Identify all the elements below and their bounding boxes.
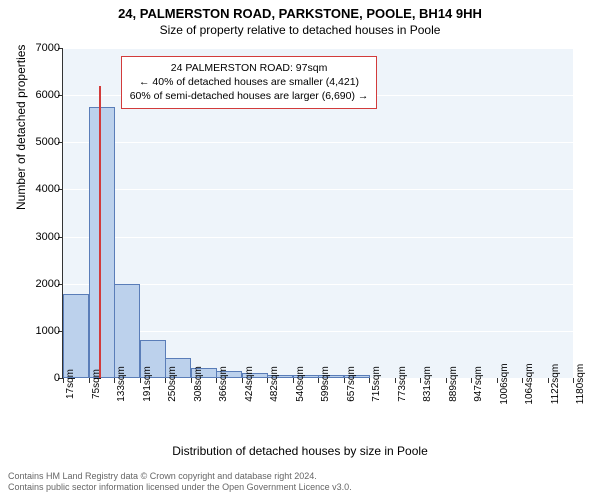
chart-title: 24, PALMERSTON ROAD, PARKSTONE, POOLE, B… — [0, 0, 600, 21]
x-tick-mark — [165, 378, 166, 383]
x-tick-label: 133sqm — [116, 366, 127, 402]
x-tick-mark — [191, 378, 192, 383]
histogram-bar — [114, 284, 140, 378]
x-tick-mark — [293, 378, 294, 383]
gridline — [63, 142, 573, 143]
x-tick-mark — [446, 378, 447, 383]
x-tick-label: 1006sqm — [499, 363, 510, 404]
plot-area: 24 PALMERSTON ROAD: 97sqm← 40% of detach… — [62, 48, 573, 379]
footer-text: Contains HM Land Registry data © Crown c… — [8, 471, 352, 494]
x-tick-label: 308sqm — [193, 366, 204, 402]
x-tick-mark — [420, 378, 421, 383]
gridline — [63, 48, 573, 49]
x-tick-label: 424sqm — [244, 366, 255, 402]
x-tick-label: 1064sqm — [524, 363, 535, 404]
x-tick-label: 250sqm — [167, 366, 178, 402]
x-tick-mark — [344, 378, 345, 383]
x-tick-mark — [318, 378, 319, 383]
x-tick-mark — [63, 378, 64, 383]
histogram-bar — [63, 294, 89, 378]
x-tick-label: 191sqm — [142, 366, 153, 402]
x-tick-label: 540sqm — [295, 366, 306, 402]
chart-container: 24, PALMERSTON ROAD, PARKSTONE, POOLE, B… — [0, 0, 600, 500]
info-line3: 60% of semi-detached houses are larger (… — [130, 89, 369, 103]
y-tick-label: 5000 — [24, 136, 60, 148]
x-tick-mark — [548, 378, 549, 383]
y-tick-label: 4000 — [24, 183, 60, 195]
x-tick-mark — [573, 378, 574, 383]
x-tick-label: 482sqm — [269, 366, 280, 402]
x-tick-mark — [471, 378, 472, 383]
y-tick-label: 2000 — [24, 278, 60, 290]
info-box: 24 PALMERSTON ROAD: 97sqm← 40% of detach… — [121, 56, 378, 109]
x-tick-mark — [216, 378, 217, 383]
x-tick-label: 1180sqm — [575, 364, 586, 404]
x-tick-label: 773sqm — [397, 366, 408, 402]
x-tick-label: 366sqm — [218, 366, 229, 402]
x-tick-mark — [369, 378, 370, 383]
histogram-bar — [89, 107, 115, 378]
y-tick-label: 1000 — [24, 325, 60, 337]
x-tick-mark — [395, 378, 396, 383]
info-line2: ← 40% of detached houses are smaller (4,… — [130, 75, 369, 89]
x-tick-label: 75sqm — [91, 369, 102, 399]
gridline — [63, 189, 573, 190]
x-tick-label: 17sqm — [65, 369, 76, 399]
x-tick-label: 831sqm — [422, 366, 433, 402]
y-tick-label: 0 — [24, 372, 60, 384]
y-tick-label: 3000 — [24, 231, 60, 243]
x-tick-mark — [89, 378, 90, 383]
gridline — [63, 237, 573, 238]
x-tick-label: 657sqm — [346, 366, 357, 402]
x-tick-label: 599sqm — [320, 366, 331, 402]
footer-line1: Contains HM Land Registry data © Crown c… — [8, 471, 352, 483]
y-tick-label: 6000 — [24, 89, 60, 101]
x-tick-mark — [242, 378, 243, 383]
x-tick-label: 715sqm — [371, 366, 382, 402]
x-tick-label: 1122sqm — [550, 364, 561, 404]
x-axis-label: Distribution of detached houses by size … — [0, 444, 600, 458]
x-tick-mark — [497, 378, 498, 383]
info-line1: 24 PALMERSTON ROAD: 97sqm — [130, 61, 369, 75]
x-tick-mark — [267, 378, 268, 383]
x-tick-mark — [140, 378, 141, 383]
y-tick-label: 7000 — [24, 42, 60, 54]
x-tick-label: 889sqm — [448, 366, 459, 402]
chart-subtitle: Size of property relative to detached ho… — [0, 21, 600, 41]
x-tick-label: 947sqm — [473, 366, 484, 402]
x-tick-mark — [114, 378, 115, 383]
property-marker-line — [99, 86, 101, 378]
footer-line2: Contains public sector information licen… — [8, 482, 352, 494]
x-tick-mark — [522, 378, 523, 383]
